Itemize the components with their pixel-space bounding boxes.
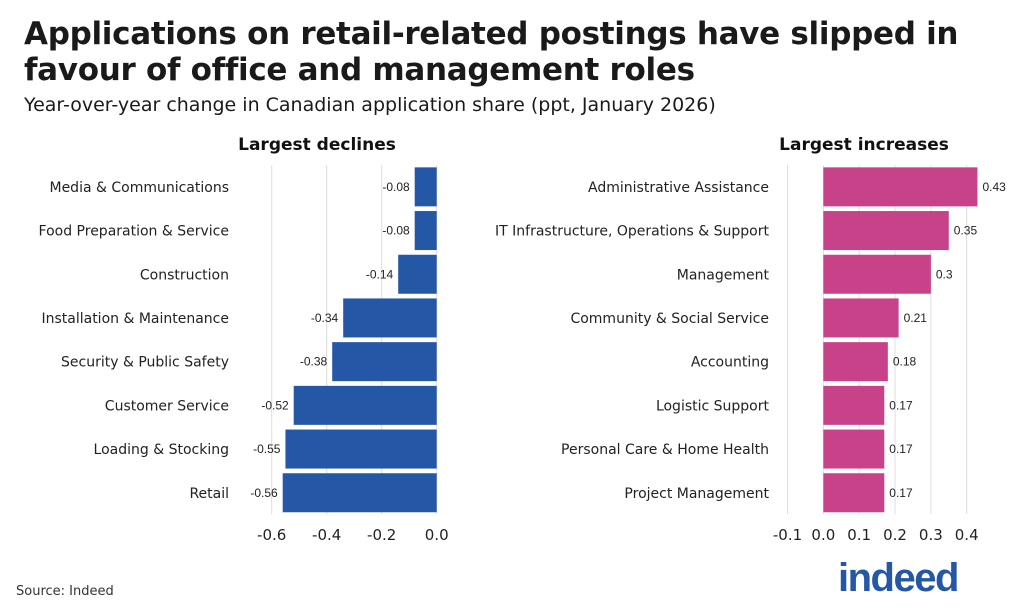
category-label: Project Management xyxy=(624,486,769,502)
data-label: 0.43 xyxy=(982,180,1006,194)
category-label: Logistic Support xyxy=(656,398,770,414)
bar xyxy=(823,211,949,251)
x-tick-label: -0.6 xyxy=(257,526,286,544)
bar xyxy=(293,385,437,425)
category-label: Accounting xyxy=(691,355,769,371)
category-label: Media & Communications xyxy=(49,180,229,196)
data-label: 0.35 xyxy=(954,224,978,238)
bar xyxy=(823,473,885,513)
x-tick-label: -0.1 xyxy=(773,526,802,544)
category-label: Loading & Stocking xyxy=(94,442,229,458)
category-label: IT Infrastructure, Operations & Support xyxy=(495,224,769,240)
x-tick-label: 0.2 xyxy=(883,526,907,544)
data-label: 0.17 xyxy=(889,398,913,412)
bar xyxy=(823,385,885,425)
bar xyxy=(823,254,931,294)
chart-title: Applications on retail-related postings … xyxy=(24,16,959,88)
source-note: Source: Indeed xyxy=(16,584,114,599)
category-label: Community & Social Service xyxy=(570,311,769,327)
category-label: Personal Care & Home Health xyxy=(561,442,769,458)
x-tick-label: 0.3 xyxy=(919,526,943,544)
category-label: Food Preparation & Service xyxy=(39,224,229,240)
x-tick-label: 0.4 xyxy=(955,526,979,544)
x-tick-label: -0.4 xyxy=(312,526,341,544)
category-label: Security & Public Safety xyxy=(61,355,229,371)
bar xyxy=(823,298,899,338)
chart-subtitle: Year-over-year change in Canadian applic… xyxy=(24,94,716,116)
x-tick-label: 0.0 xyxy=(425,526,449,544)
indeed-logo: indeed xyxy=(838,556,959,600)
bar xyxy=(285,429,437,469)
category-label: Retail xyxy=(189,486,229,502)
bar xyxy=(332,342,437,382)
data-label: -0.56 xyxy=(250,486,278,500)
category-label: Management xyxy=(677,267,770,283)
data-label: -0.08 xyxy=(382,180,410,194)
category-label: Administrative Assistance xyxy=(588,180,769,196)
data-label: -0.38 xyxy=(300,355,328,369)
data-label: 0.3 xyxy=(936,267,953,281)
category-label: Construction xyxy=(140,267,229,283)
bar xyxy=(282,473,437,513)
x-tick-label: 0.1 xyxy=(847,526,871,544)
panel-title: Largest increases xyxy=(779,135,949,155)
bar xyxy=(414,211,437,251)
data-label: 0.21 xyxy=(904,311,928,325)
bar xyxy=(823,167,978,207)
data-label: -0.14 xyxy=(366,267,394,281)
x-tick-label: -0.2 xyxy=(367,526,396,544)
bar xyxy=(343,298,437,338)
x-tick-label: 0.0 xyxy=(811,526,835,544)
data-label: -0.52 xyxy=(261,398,289,412)
data-label: 0.17 xyxy=(889,442,913,456)
bar xyxy=(414,167,437,207)
panel-title: Largest declines xyxy=(238,135,396,155)
bar xyxy=(823,342,888,382)
category-label: Installation & Maintenance xyxy=(41,311,229,327)
category-label: Customer Service xyxy=(105,398,229,414)
data-label: -0.34 xyxy=(311,311,339,325)
bar xyxy=(823,429,885,469)
bar xyxy=(398,254,437,294)
data-label: 0.18 xyxy=(893,355,917,369)
data-label: -0.55 xyxy=(253,442,281,456)
data-label: -0.08 xyxy=(382,224,410,238)
data-label: 0.17 xyxy=(889,486,913,500)
